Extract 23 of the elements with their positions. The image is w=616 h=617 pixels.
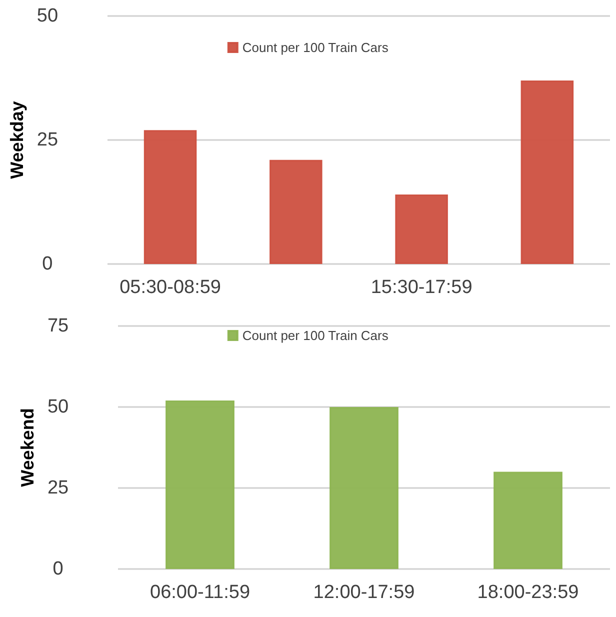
legend-label: Count per 100 Train Cars xyxy=(242,328,389,343)
x-tick-label: 05:30-08:59 xyxy=(120,277,221,298)
y-tick-label: 50 xyxy=(47,396,69,418)
x-tick-label: 18:00-23:59 xyxy=(477,582,579,603)
x-tick-label: 06:00-11:59 xyxy=(150,582,250,603)
y-tick-label: 50 xyxy=(36,6,58,26)
bar xyxy=(144,130,197,264)
bar xyxy=(330,407,398,569)
bar xyxy=(166,400,234,569)
legend-label: Count per 100 Train Cars xyxy=(242,40,389,55)
bar xyxy=(520,80,574,264)
y-tick-label: 25 xyxy=(47,478,69,498)
bar xyxy=(395,194,448,264)
bar xyxy=(270,160,322,264)
y-axis-title: Weekday xyxy=(7,101,27,179)
y-tick-label: 75 xyxy=(47,316,69,336)
x-tick-label: 15:30-17:59 xyxy=(370,277,472,298)
y-tick-label: 0 xyxy=(42,254,53,274)
y-tick-label: 0 xyxy=(52,558,64,580)
y-axis-title: Weekend xyxy=(18,408,38,487)
y-tick-label: 25 xyxy=(36,130,58,150)
bar xyxy=(494,472,562,569)
x-tick-label: 12:00-17:59 xyxy=(313,582,415,603)
